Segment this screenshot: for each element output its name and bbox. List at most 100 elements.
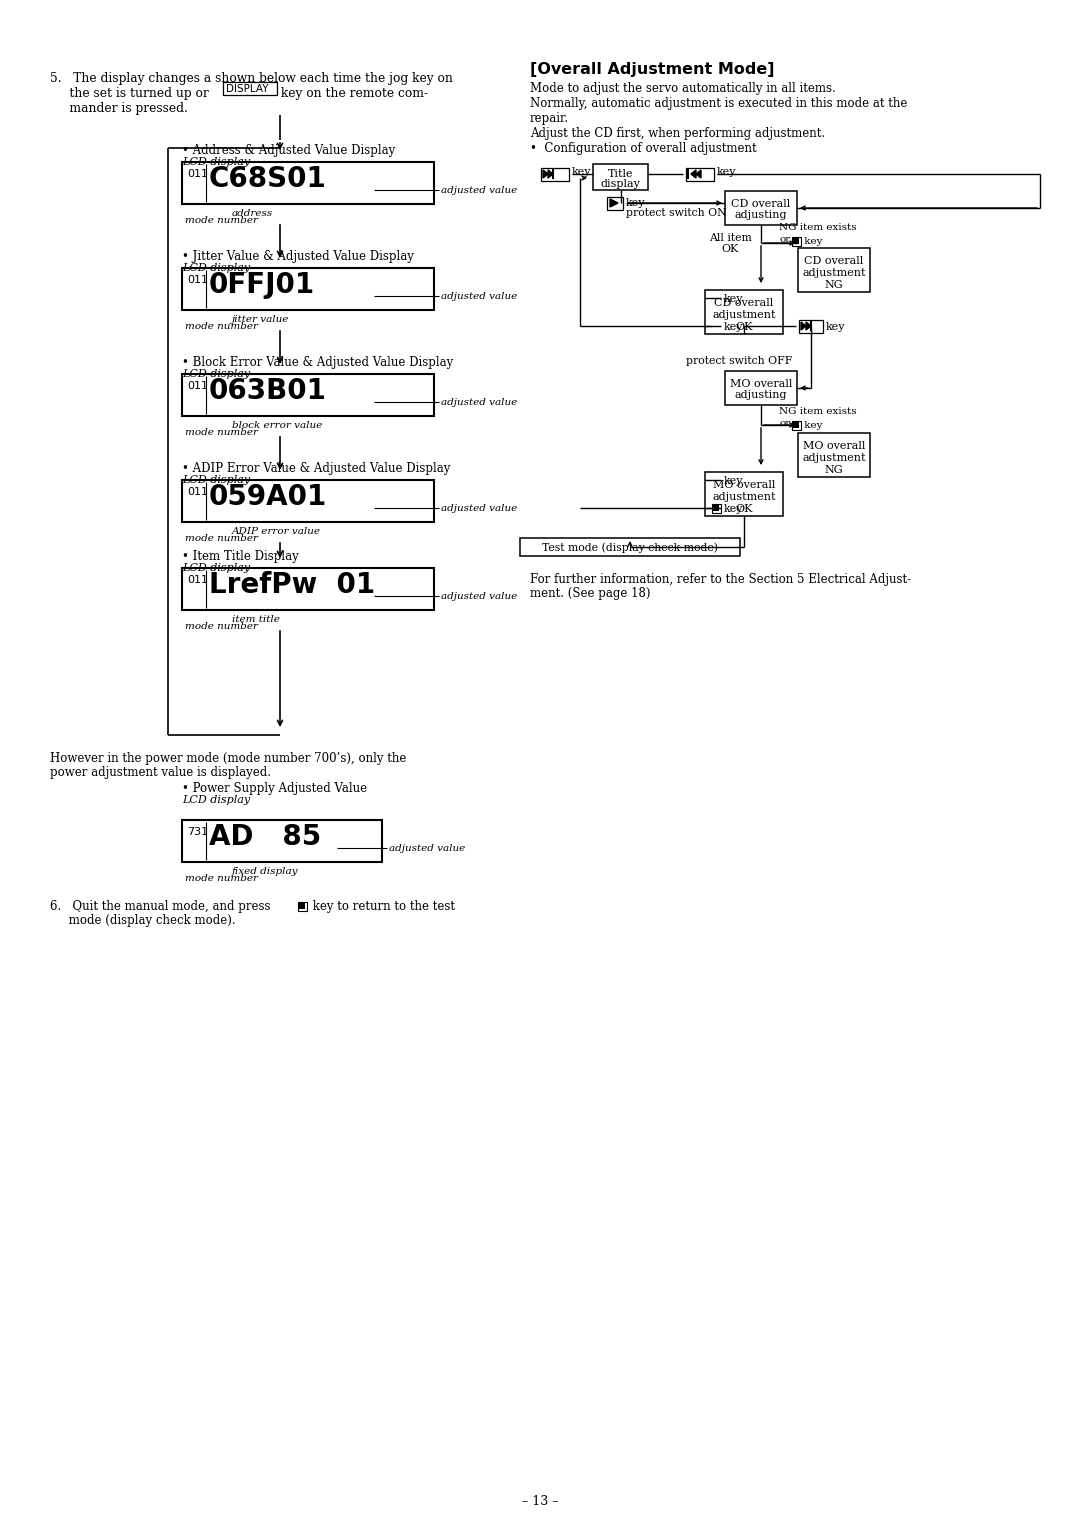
Text: or: or xyxy=(779,420,791,427)
Text: AD   85: AD 85 xyxy=(210,823,321,852)
Bar xyxy=(712,476,720,484)
Text: ment. (See page 18): ment. (See page 18) xyxy=(530,588,650,600)
Text: 011: 011 xyxy=(187,275,208,285)
Text: adjusting: adjusting xyxy=(734,211,787,220)
Text: 6.   Quit the manual mode, and press: 6. Quit the manual mode, and press xyxy=(50,900,270,913)
Polygon shape xyxy=(691,169,696,179)
Text: LCD display: LCD display xyxy=(183,475,251,485)
Bar xyxy=(799,319,823,333)
Text: LrefPw  01: LrefPw 01 xyxy=(210,571,375,600)
Text: 011: 011 xyxy=(187,575,208,584)
Text: item title: item title xyxy=(232,615,280,624)
Text: Adjust the CD first, when performing adjustment.: Adjust the CD first, when performing adj… xyxy=(530,127,825,140)
Polygon shape xyxy=(806,322,811,330)
Text: LCD display: LCD display xyxy=(183,262,251,273)
Bar xyxy=(713,505,719,511)
Text: mode number: mode number xyxy=(185,534,258,543)
Text: 5.   The display changes a shown below each time the jog key on: 5. The display changes a shown below eac… xyxy=(50,72,453,85)
Text: the set is turned up or: the set is turned up or xyxy=(50,87,208,101)
Text: key on the remote com-: key on the remote com- xyxy=(276,87,428,101)
Text: 063B01: 063B01 xyxy=(210,377,327,404)
Bar xyxy=(713,295,719,301)
Text: LCD display: LCD display xyxy=(183,563,251,572)
Text: Normally, automatic adjustment is executed in this mode at the: Normally, automatic adjustment is execut… xyxy=(530,98,907,110)
Text: mode number: mode number xyxy=(185,217,258,224)
Text: adjusted value: adjusted value xyxy=(441,592,517,601)
Text: LCD display: LCD display xyxy=(183,369,251,378)
Bar xyxy=(593,163,648,191)
Text: 059A01: 059A01 xyxy=(210,484,327,511)
Text: adjusted value: adjusted value xyxy=(389,844,465,853)
Text: protect switch OFF: protect switch OFF xyxy=(686,356,793,366)
Text: key: key xyxy=(724,322,743,333)
Bar xyxy=(705,472,783,516)
Text: adjusted value: adjusted value xyxy=(441,504,517,513)
Text: ADIP error value: ADIP error value xyxy=(232,526,321,536)
Bar xyxy=(712,293,720,302)
Text: 011: 011 xyxy=(187,169,208,179)
Text: OK: OK xyxy=(735,322,753,333)
Text: key: key xyxy=(724,476,743,485)
Text: adjusted value: adjusted value xyxy=(441,291,517,301)
Polygon shape xyxy=(610,198,618,208)
Text: • Item Title Display: • Item Title Display xyxy=(183,549,299,563)
Text: CD overall: CD overall xyxy=(805,256,864,266)
Text: adjustment: adjustment xyxy=(712,310,775,320)
Polygon shape xyxy=(696,169,701,179)
Bar xyxy=(792,237,800,246)
Text: 0FFJ01: 0FFJ01 xyxy=(210,272,315,299)
Bar xyxy=(686,168,714,180)
Bar xyxy=(607,197,623,209)
Bar xyxy=(222,82,276,95)
Bar xyxy=(183,374,434,417)
Text: mander is pressed.: mander is pressed. xyxy=(50,102,188,114)
Text: key: key xyxy=(724,295,743,304)
Text: NG item exists: NG item exists xyxy=(779,407,856,417)
Text: All item: All item xyxy=(708,233,752,243)
Bar xyxy=(792,421,800,429)
Text: LCD display: LCD display xyxy=(183,795,251,806)
Text: C68S01: C68S01 xyxy=(210,165,327,192)
Text: block error value: block error value xyxy=(232,421,322,430)
Text: key to return to the test: key to return to the test xyxy=(309,900,455,913)
Text: adjustment: adjustment xyxy=(802,269,866,278)
Text: mode (display check mode).: mode (display check mode). xyxy=(50,914,235,926)
Text: – 13 –: – 13 – xyxy=(522,1495,558,1508)
Text: mode number: mode number xyxy=(185,322,258,331)
Text: However in the power mode (mode number 700’s), only the: However in the power mode (mode number 7… xyxy=(50,752,406,765)
Text: fixed display: fixed display xyxy=(232,867,298,876)
Bar xyxy=(183,819,382,862)
Text: [Overall Adjustment Mode]: [Overall Adjustment Mode] xyxy=(530,63,774,76)
Text: display: display xyxy=(600,179,640,189)
Text: NG: NG xyxy=(825,465,843,475)
Text: key: key xyxy=(801,237,823,246)
Bar xyxy=(798,433,870,478)
Bar xyxy=(183,481,434,522)
Polygon shape xyxy=(801,322,806,330)
Text: key: key xyxy=(717,166,737,177)
Text: NG: NG xyxy=(825,279,843,290)
Text: key: key xyxy=(572,166,592,177)
Text: address: address xyxy=(232,209,273,218)
Text: DISPLAY: DISPLAY xyxy=(226,84,269,95)
Text: CD overall: CD overall xyxy=(714,298,773,308)
Text: • Jitter Value & Adjusted Value Display: • Jitter Value & Adjusted Value Display xyxy=(183,250,414,262)
Text: 011: 011 xyxy=(187,382,208,391)
Text: OK: OK xyxy=(721,244,739,253)
Text: For further information, refer to the Section 5 Electrical Adjust-: For further information, refer to the Se… xyxy=(530,572,912,586)
Bar xyxy=(725,191,797,224)
Text: protect switch ON: protect switch ON xyxy=(626,208,727,218)
Text: MO overall: MO overall xyxy=(730,378,793,389)
Bar xyxy=(299,903,305,909)
Text: NG item exists: NG item exists xyxy=(779,223,856,232)
Polygon shape xyxy=(548,169,553,179)
Bar xyxy=(183,162,434,204)
Text: jitter value: jitter value xyxy=(232,314,289,324)
Text: MO overall: MO overall xyxy=(802,441,865,452)
Text: Mode to adjust the servo automatically in all items.: Mode to adjust the servo automatically i… xyxy=(530,82,836,95)
Text: • Block Error Value & Adjusted Value Display: • Block Error Value & Adjusted Value Dis… xyxy=(183,356,454,369)
Bar xyxy=(183,269,434,310)
Text: key: key xyxy=(801,421,823,430)
Bar xyxy=(712,504,720,513)
Text: • Address & Adjusted Value Display: • Address & Adjusted Value Display xyxy=(183,143,395,157)
